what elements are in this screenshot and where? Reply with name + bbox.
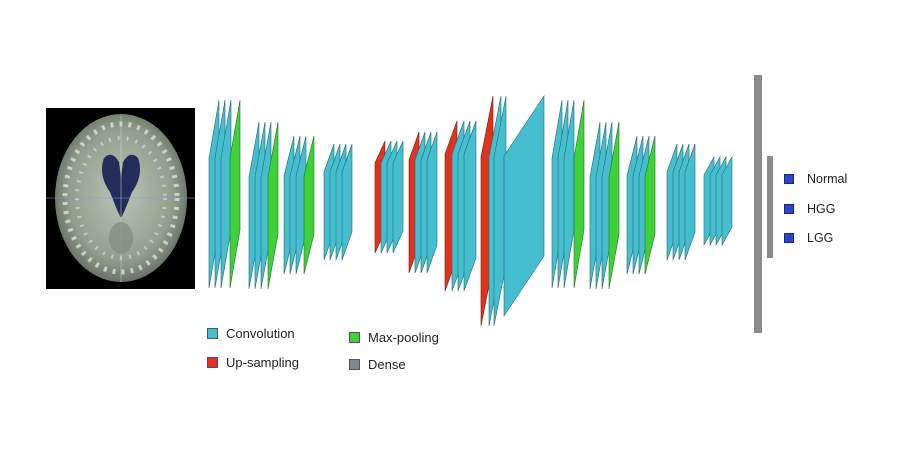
legend-dense: Dense (349, 357, 406, 372)
convolution-slab-15 (341, 143, 353, 261)
up-sampling-swatch (207, 357, 218, 368)
output-lgg-label: LGG (807, 231, 834, 245)
output-normal-box (784, 174, 794, 184)
max-pooling-slab-3 (229, 99, 241, 289)
convolution-slab-47 (684, 143, 696, 261)
legend-max-pooling: Max-pooling (349, 330, 439, 345)
convolution-slab-31 (503, 95, 545, 317)
output-normal: Normal (784, 172, 847, 186)
legend-convolution-label: Convolution (226, 326, 295, 341)
dense-swatch (349, 359, 360, 370)
max-pooling-slab-43 (644, 135, 656, 275)
legend-max-pooling-label: Max-pooling (368, 330, 439, 345)
legend-convolution: Convolution (207, 326, 295, 341)
dense-layer-2 (767, 156, 773, 258)
output-hgg-label: HGG (807, 202, 836, 216)
legend-dense-label: Dense (368, 357, 406, 372)
convolution-slab-23 (426, 131, 438, 274)
convolution-slab-51 (721, 155, 733, 247)
network-layers (208, 95, 733, 327)
output-hgg-box (784, 204, 794, 214)
output-lgg-box (784, 233, 794, 243)
dense-layer-1 (754, 75, 762, 333)
legend-up-sampling-label: Up-sampling (226, 355, 299, 370)
output-lgg: LGG (784, 231, 833, 245)
input-mri-image (46, 108, 195, 289)
max-pooling-swatch (349, 332, 360, 343)
max-pooling-slab-35 (573, 99, 585, 289)
convolution-swatch (207, 328, 218, 339)
output-hgg: HGG (784, 202, 835, 216)
max-pooling-slab-7 (267, 121, 279, 290)
output-normal-label: Normal (807, 172, 848, 186)
max-pooling-slab-11 (303, 135, 315, 275)
convolution-slab-19 (392, 140, 404, 254)
legend-up-sampling: Up-sampling (207, 355, 299, 370)
convolution-slab-27 (463, 120, 477, 292)
max-pooling-slab-39 (608, 121, 620, 290)
